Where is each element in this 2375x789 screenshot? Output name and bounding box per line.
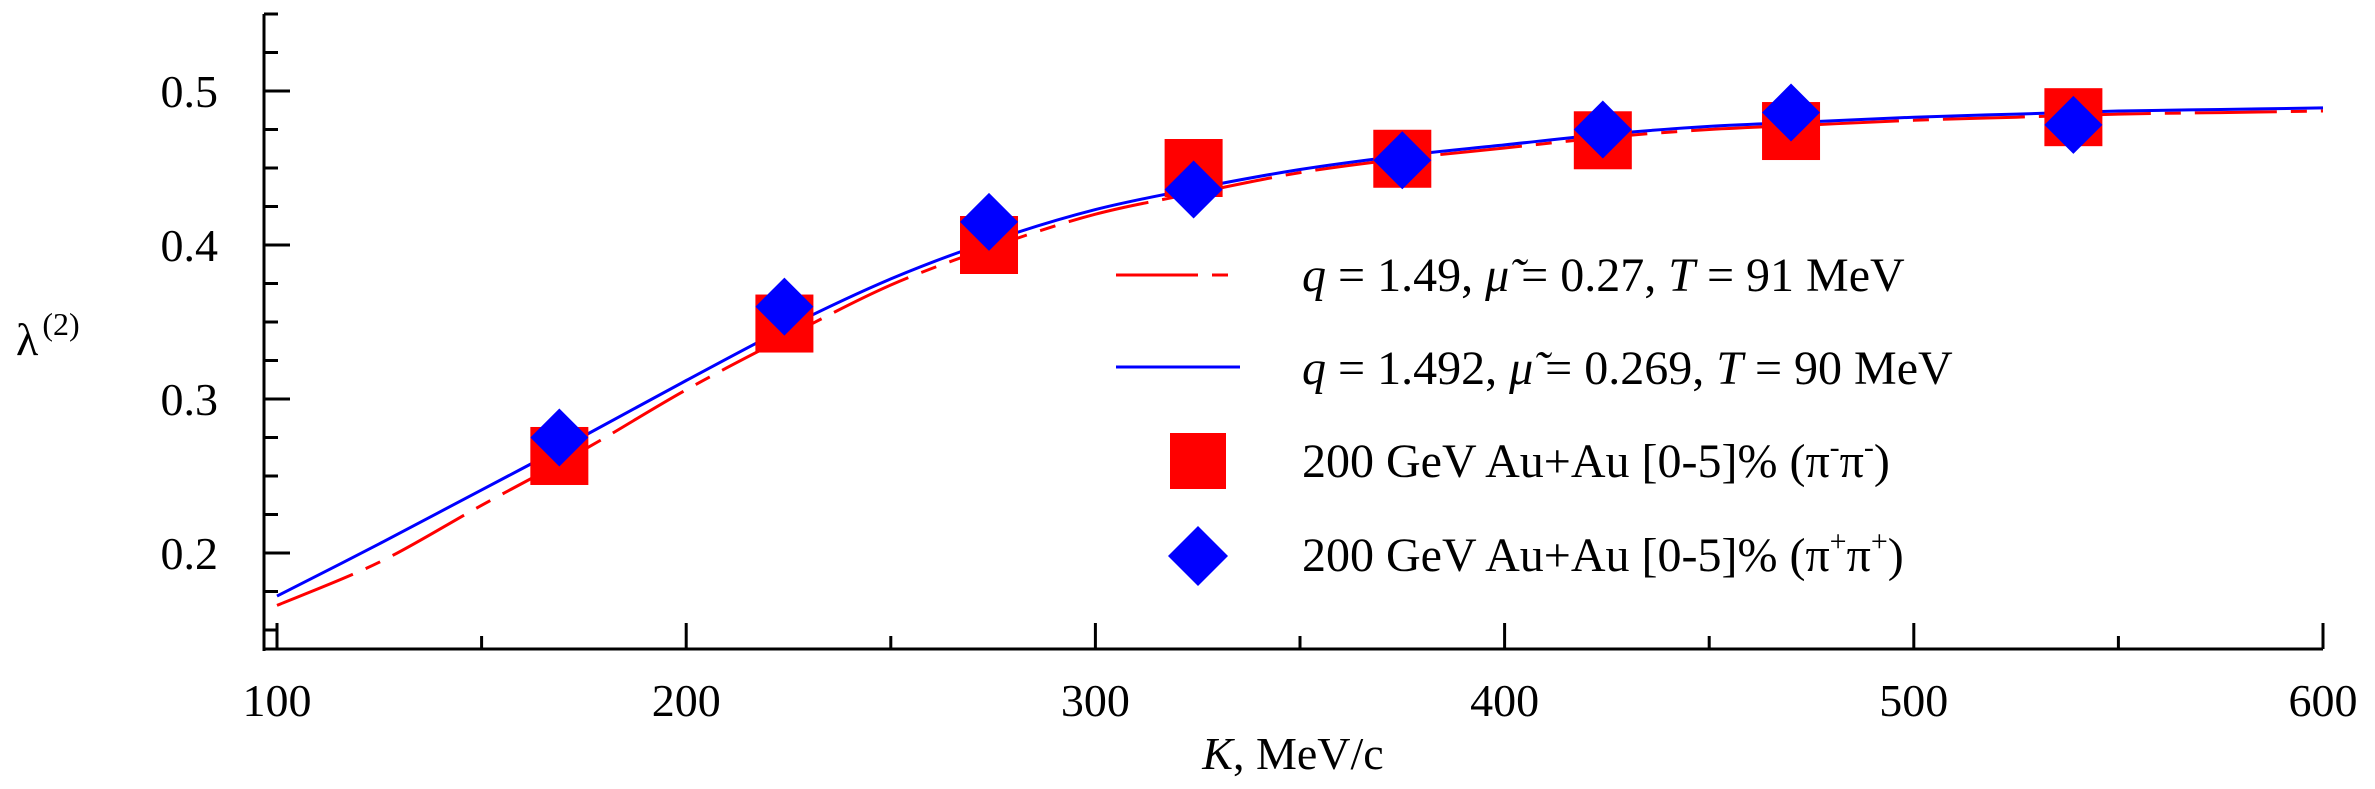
legend-label-red-squares: 200 GeV Au+Au [0-5]% (π-π-) (1302, 431, 1890, 488)
data-point-diamond (1762, 83, 1821, 142)
y-tick-label: 0.3 (161, 374, 219, 425)
axes (262, 14, 2323, 651)
x-tick-label: 600 (2289, 675, 2358, 726)
x-axis-label: K, MeV/c (1201, 728, 1383, 779)
curves (276, 106, 2324, 607)
series-line-blue-solid (276, 106, 2324, 598)
data-point-diamond (755, 277, 814, 336)
x-tick-label: 400 (1470, 675, 1539, 726)
y-tick-label: 0.4 (161, 220, 219, 271)
y-tick-label: 0.2 (161, 528, 219, 579)
legend-square-marker (1170, 433, 1226, 489)
legend-label-blue-curve: q = 1.492, μ̃ = 0.269, T = 90 MeV (1302, 342, 1953, 395)
series-line-red-dashed (276, 109, 2324, 607)
data-point-diamond (1373, 131, 1432, 190)
data-point-diamond (1573, 100, 1632, 159)
y-axis-label: λ (2) (16, 306, 80, 365)
legend-label-red-curve: q = 1.49, μ̃ = 0.27, T = 91 MeV (1302, 249, 1905, 302)
markers (530, 83, 2103, 485)
data-point-diamond (1164, 160, 1223, 219)
data-point-diamond (960, 192, 1019, 251)
legend-label-blue-diamonds: 200 GeV Au+Au [0-5]% (π+π+) (1302, 525, 1904, 582)
data-point-diamond (2044, 95, 2103, 154)
data-point-diamond (530, 408, 589, 467)
tick-labels: 0.2 0.3 0.4 0.5 100 200 300 400 500 600 (161, 66, 2358, 726)
ticks (264, 12, 2325, 649)
y-tick-label: 0.5 (161, 66, 219, 117)
x-tick-label: 300 (1061, 675, 1130, 726)
x-tick-label: 100 (243, 675, 312, 726)
legend: q = 1.49, μ̃ = 0.27, T = 91 MeV q = 1.49… (1116, 249, 1953, 586)
x-tick-label: 500 (1879, 675, 1948, 726)
legend-diamond-marker (1168, 526, 1228, 586)
x-tick-label: 200 (652, 675, 721, 726)
